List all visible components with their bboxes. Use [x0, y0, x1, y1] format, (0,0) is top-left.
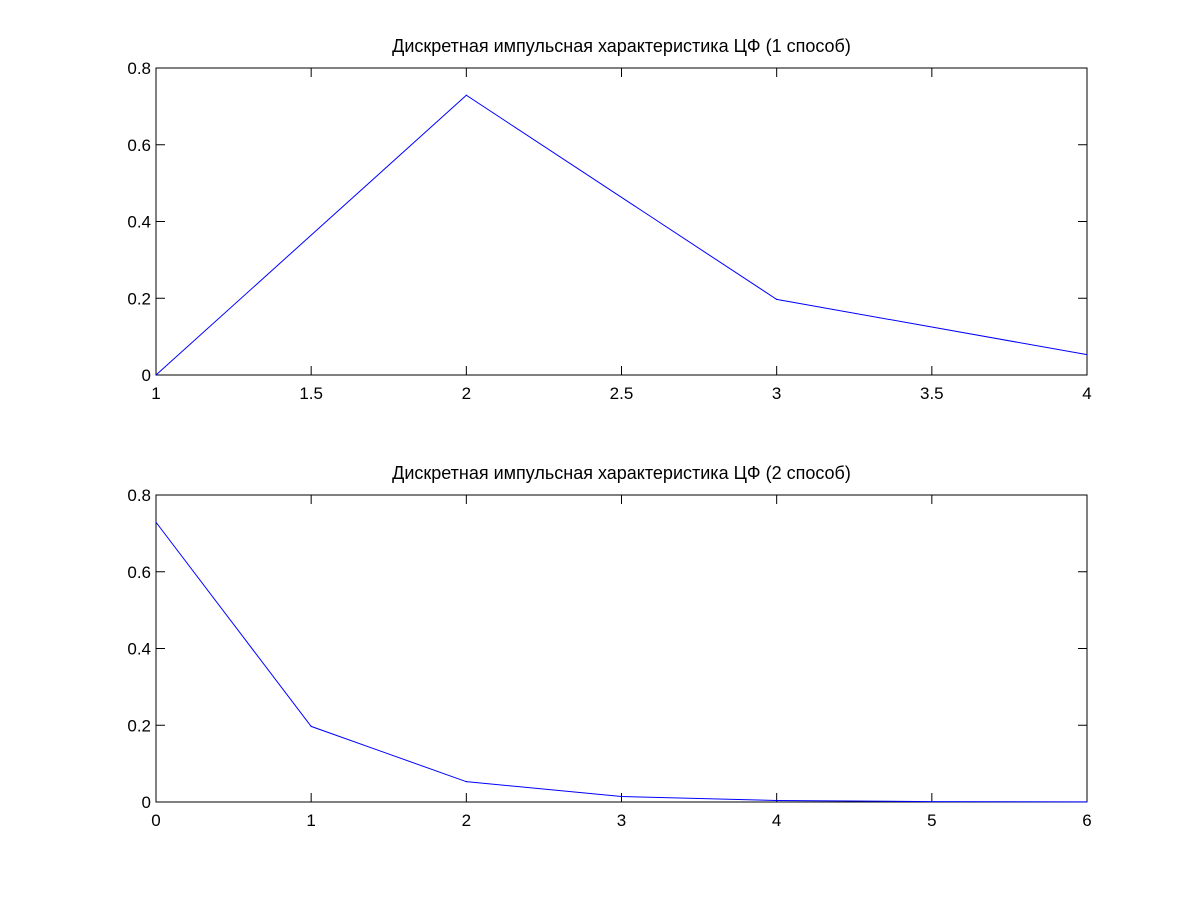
- x-tick-label: 1.5: [299, 384, 323, 403]
- y-tick-label: 0.6: [127, 563, 151, 582]
- x-tick-label: 3: [772, 384, 781, 403]
- chart-title: Дискретная импульсная характеристика ЦФ …: [392, 36, 851, 56]
- data-point: [1086, 354, 1088, 356]
- x-tick-label: 1: [306, 811, 315, 830]
- chart-title: Дискретная импульсная характеристика ЦФ …: [392, 463, 851, 483]
- data-point: [776, 298, 778, 301]
- y-tick-label: 0.2: [127, 289, 151, 308]
- y-tick-label: 0.4: [127, 213, 151, 232]
- axes-top: Дискретная импульсная характеристика ЦФ …: [127, 36, 1091, 403]
- data-point: [620, 795, 623, 798]
- x-tick-label: 1: [151, 384, 160, 403]
- axes-bottom: Дискретная импульсная характеристика ЦФ …: [127, 463, 1091, 830]
- y-tick-label: 0: [142, 366, 151, 385]
- data-point: [310, 725, 312, 728]
- x-tick-label: 3.5: [920, 384, 944, 403]
- x-tick-label: 2: [462, 811, 471, 830]
- y-tick-label: 0.2: [127, 716, 151, 735]
- x-tick-label: 2: [462, 384, 471, 403]
- data-point: [1086, 801, 1088, 803]
- data-point: [155, 374, 157, 376]
- y-tick-label: 0.6: [127, 136, 151, 155]
- x-tick-label: 3: [617, 811, 626, 830]
- x-tick-label: 4: [772, 811, 781, 830]
- x-tick-label: 5: [927, 811, 936, 830]
- data-point: [931, 800, 933, 803]
- data-point: [465, 94, 467, 96]
- y-tick-label: 0.8: [127, 59, 151, 78]
- data-point: [465, 781, 467, 783]
- x-tick-label: 2.5: [610, 384, 634, 403]
- axes-frame: [155, 494, 1088, 803]
- y-tick-label: 0.8: [127, 486, 151, 505]
- data-point: [155, 521, 157, 523]
- series-line: [155, 94, 1088, 376]
- y-tick-label: 0.4: [127, 640, 151, 659]
- y-tick-label: 0: [142, 793, 151, 812]
- axes-frame: [155, 67, 1088, 376]
- x-tick-label: 0: [151, 811, 160, 830]
- x-tick-label: 6: [1082, 811, 1091, 830]
- data-point: [776, 799, 778, 802]
- x-tick-label: 4: [1082, 384, 1091, 403]
